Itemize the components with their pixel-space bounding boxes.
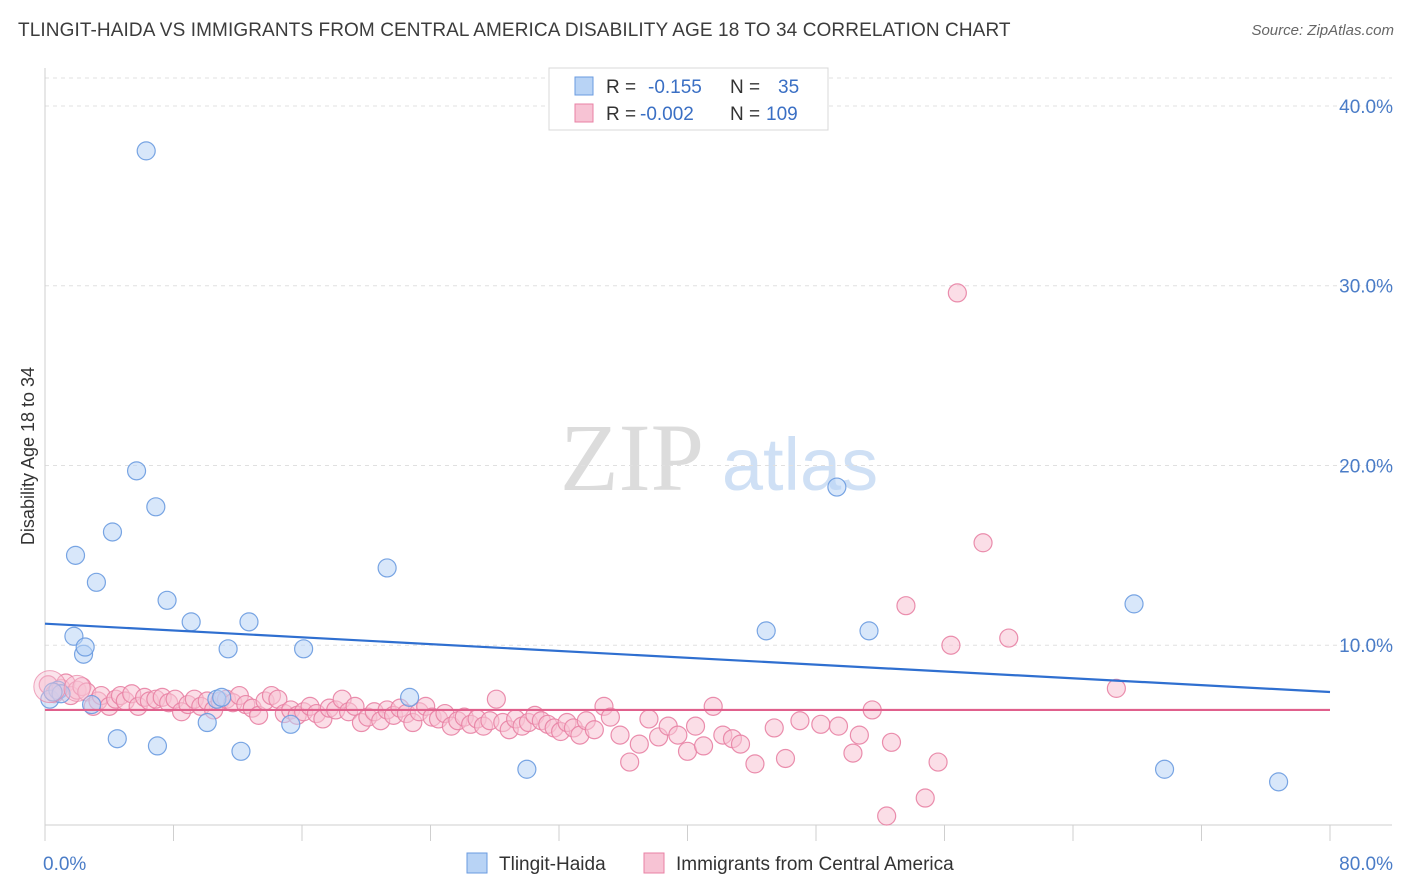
data-point (999, 628, 1019, 648)
data-point (377, 558, 397, 578)
data-point (146, 497, 166, 517)
data-point (136, 141, 156, 161)
tick-labels: 10.0% 20.0% 30.0% 40.0% 0.0% 80.0% (43, 97, 1393, 875)
trend-line (44, 622, 1331, 694)
data-point (790, 711, 810, 731)
y-axis-label: Disability Age 18 to 34 (18, 367, 38, 545)
data-point (928, 752, 948, 772)
data-points (33, 141, 1289, 826)
trend-lines (44, 622, 1331, 712)
data-point (600, 707, 621, 727)
data-point (915, 788, 935, 808)
data-point (197, 712, 217, 733)
data-point (764, 718, 784, 738)
y-tick-label: 40.0% (1339, 97, 1393, 118)
data-point (668, 725, 688, 745)
data-point (947, 283, 967, 303)
data-point (65, 545, 86, 565)
data-point (294, 639, 314, 659)
legend-n-value-2: 109 (766, 104, 798, 125)
data-point (147, 736, 168, 756)
x-tick-label: 0.0% (43, 854, 86, 875)
data-point (811, 714, 831, 734)
data-point (218, 639, 238, 659)
y-tick-label: 20.0% (1339, 456, 1393, 477)
data-point (102, 522, 123, 542)
data-point (1106, 678, 1126, 698)
data-point (639, 709, 659, 729)
data-point (620, 752, 640, 772)
data-point (43, 682, 63, 702)
data-point (486, 689, 506, 709)
legend-swatch-central-america (574, 103, 594, 123)
data-point (843, 743, 863, 763)
data-point (685, 716, 706, 736)
axes (44, 68, 1392, 841)
x-tick-label: 80.0% (1339, 854, 1393, 875)
data-point (745, 754, 765, 774)
data-point (231, 741, 251, 761)
bottom-legend-swatch-central-america (643, 852, 665, 874)
watermark-zip: ZIP (560, 404, 704, 511)
data-point (400, 687, 420, 707)
legend-n-value-1: 35 (778, 77, 799, 98)
legend-r-label-2: R = (606, 104, 636, 125)
data-point (827, 477, 847, 497)
data-point (677, 741, 698, 761)
grid-lines (45, 77, 1392, 646)
data-point (756, 621, 776, 641)
y-tick-label: 10.0% (1339, 636, 1393, 657)
data-point (973, 533, 993, 553)
stats-legend: R = -0.155 N = 35 R = -0.002 N = 109 (548, 67, 829, 131)
data-point (859, 621, 879, 641)
data-point (775, 748, 796, 769)
y-tick-label: 30.0% (1339, 277, 1393, 298)
data-point (181, 612, 201, 632)
data-point (610, 725, 630, 745)
data-point (941, 635, 961, 655)
data-point-cluster (63, 674, 91, 702)
source-credit: Source: ZipAtlas.com (1251, 22, 1394, 39)
data-point (1154, 759, 1175, 779)
data-point (693, 736, 714, 756)
data-point (517, 759, 537, 779)
legend-r-label-1: R = (606, 77, 636, 98)
data-point (1268, 772, 1289, 792)
data-point (881, 732, 902, 752)
data-point (157, 590, 177, 610)
data-point (896, 596, 916, 616)
bottom-legend-tlingit: Tlingit-Haida (499, 854, 606, 875)
data-point (849, 725, 869, 745)
data-point (239, 612, 259, 632)
data-point (877, 806, 897, 826)
data-point (828, 716, 849, 736)
bottom-legend-swatch-tlingit (466, 852, 488, 874)
watermark-atlas: atlas (722, 423, 878, 506)
chart-title: TLINGIT-HAIDA VS IMMIGRANTS FROM CENTRAL… (18, 20, 1011, 41)
data-point (281, 714, 301, 734)
data-point-cluster (33, 670, 67, 704)
data-point (730, 734, 751, 754)
legend-n-label-2: N = (730, 104, 760, 125)
data-point (703, 696, 723, 716)
series-legend: Tlingit-Haida Immigrants from Central Am… (466, 852, 954, 875)
legend-swatch-tlingit (574, 76, 594, 96)
data-point (86, 572, 107, 592)
legend-n-label-1: N = (730, 77, 760, 98)
legend-r-value-2: -0.002 (640, 104, 694, 125)
data-point (212, 687, 232, 707)
bottom-legend-central-america: Immigrants from Central America (676, 854, 954, 875)
data-point (629, 734, 649, 754)
data-point (75, 637, 95, 657)
data-point (1124, 594, 1144, 614)
legend-r-value-1: -0.155 (648, 77, 702, 98)
data-point (584, 720, 604, 740)
data-point (126, 461, 147, 481)
data-point (107, 729, 127, 749)
